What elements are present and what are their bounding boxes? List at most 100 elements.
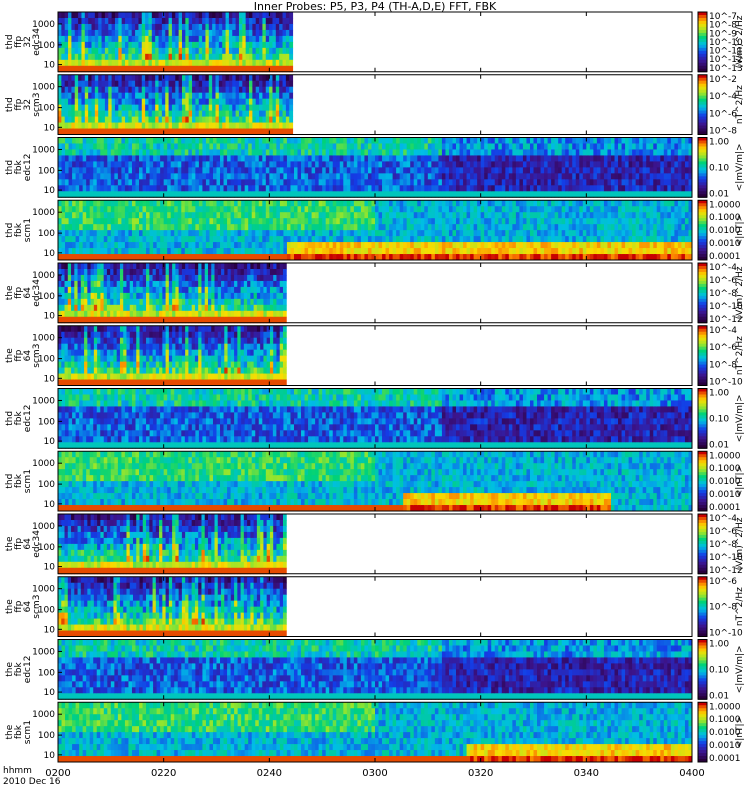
spectrogram-cell [61, 200, 66, 207]
spectrogram-cell [339, 254, 344, 261]
spectrogram-cell [452, 161, 457, 168]
spectrogram-cell [156, 185, 161, 192]
spectrogram-cell [121, 149, 126, 156]
spectrogram-cell [168, 29, 173, 37]
spectrogram-cell [276, 149, 281, 156]
spectrogram-cell [498, 185, 503, 192]
spectrogram-cell [245, 29, 250, 37]
spectrogram-cell [487, 155, 492, 162]
spectrogram-cell [177, 212, 182, 219]
spectrogram-cell [470, 137, 475, 144]
spectrogram-cell [230, 167, 235, 174]
spectrogram-cell [290, 248, 295, 255]
spectrogram-cell [209, 242, 214, 249]
spectrogram-cell [480, 137, 485, 144]
spectrogram-cell [561, 236, 566, 243]
spectrogram-cell [572, 230, 577, 237]
colorbar-segment [698, 32, 707, 37]
spectrogram-cell [403, 248, 408, 255]
spectrogram-cell [275, 110, 280, 118]
spectrogram-cell [434, 248, 439, 255]
spectrogram-cell [332, 242, 337, 249]
panel-label: edc12 [23, 154, 33, 182]
spectrogram-cell [185, 80, 190, 88]
spectrogram-cell [215, 53, 220, 61]
spectrogram-cell [515, 149, 520, 156]
spectrogram-cell [242, 23, 247, 31]
spectrogram-cell [146, 149, 151, 156]
spectrogram-cell [459, 179, 464, 186]
spectrogram-cell [515, 254, 520, 261]
spectrogram-cell [165, 41, 170, 49]
spectrogram-cell [262, 35, 267, 43]
spectrogram-cell [621, 248, 626, 255]
spectrogram-cell [177, 191, 182, 198]
spectrogram-cell [272, 143, 277, 150]
spectrogram-cell [463, 242, 468, 249]
spectrogram-cell [151, 17, 156, 25]
spectrogram-cell [315, 218, 320, 225]
spectrogram-cell [632, 218, 637, 225]
spectrogram-cell [579, 155, 584, 162]
spectrogram-cell [434, 254, 439, 261]
spectrogram-cell [508, 200, 513, 207]
spectrogram-cell [131, 65, 136, 73]
spectrogram-cell [178, 23, 183, 31]
spectrogram-cell [603, 167, 608, 174]
spectrogram-cell [505, 137, 510, 144]
spectrogram-cell [177, 200, 182, 207]
spectrogram-cell [480, 224, 485, 231]
spectrogram-cell [71, 35, 76, 43]
spectrogram-cell [456, 242, 461, 249]
spectrogram-cell [382, 161, 387, 168]
spectrogram-cell [399, 254, 404, 261]
spectrogram-cell [163, 224, 168, 231]
spectrogram-cell [639, 191, 644, 198]
spectrogram-cell [230, 143, 235, 150]
spectrogram-cell [586, 230, 591, 237]
spectrogram-cell [424, 254, 429, 261]
spectrogram-cell [242, 110, 247, 118]
spectrogram-cell [100, 149, 105, 156]
spectrogram-cell [427, 185, 432, 192]
spectrogram-cell [656, 167, 661, 174]
spectrogram-cell [470, 161, 475, 168]
colorbar-segment [698, 191, 707, 195]
spectrogram-cell [522, 236, 527, 243]
spectrogram-cell [228, 116, 233, 124]
spectrogram-cell [114, 242, 119, 249]
spectrogram-cell [96, 254, 101, 261]
spectrogram-cell [371, 200, 376, 207]
spectrogram-cell [406, 173, 411, 180]
spectrogram-cell [332, 212, 337, 219]
spectrogram-cell [208, 41, 213, 49]
spectrogram-cell [61, 236, 66, 243]
spectrogram-cell [396, 179, 401, 186]
colorbar-segment [698, 158, 707, 162]
spectrogram-cell [417, 224, 422, 231]
spectrogram-cell [75, 167, 80, 174]
spectrogram-cell [151, 41, 156, 49]
spectrogram-cell [456, 206, 461, 213]
spectrogram-cell [367, 254, 372, 261]
spectrogram-cell [202, 80, 206, 88]
spectrogram-cell [244, 143, 249, 150]
spectrogram-cell [184, 155, 189, 162]
spectrogram-cell [91, 104, 96, 112]
spectrogram-cell [205, 179, 210, 186]
spectrogram-cell [480, 179, 485, 186]
spectrogram-cell [89, 230, 94, 237]
panel-label: thd [5, 34, 15, 49]
colorbar-segment [698, 149, 707, 153]
spectrogram-cell [417, 254, 422, 261]
spectrogram-cell [252, 12, 257, 19]
spectrogram-cell [114, 224, 119, 231]
spectrogram-cell [350, 155, 355, 162]
spectrogram-cell [220, 230, 225, 237]
spectrogram-cell [301, 161, 306, 168]
spectrogram-cell [110, 206, 115, 213]
spectrogram-cell [628, 155, 633, 162]
spectrogram-cell [61, 254, 66, 261]
spectrogram-cell [554, 185, 559, 192]
spectrogram-cell [146, 200, 151, 207]
